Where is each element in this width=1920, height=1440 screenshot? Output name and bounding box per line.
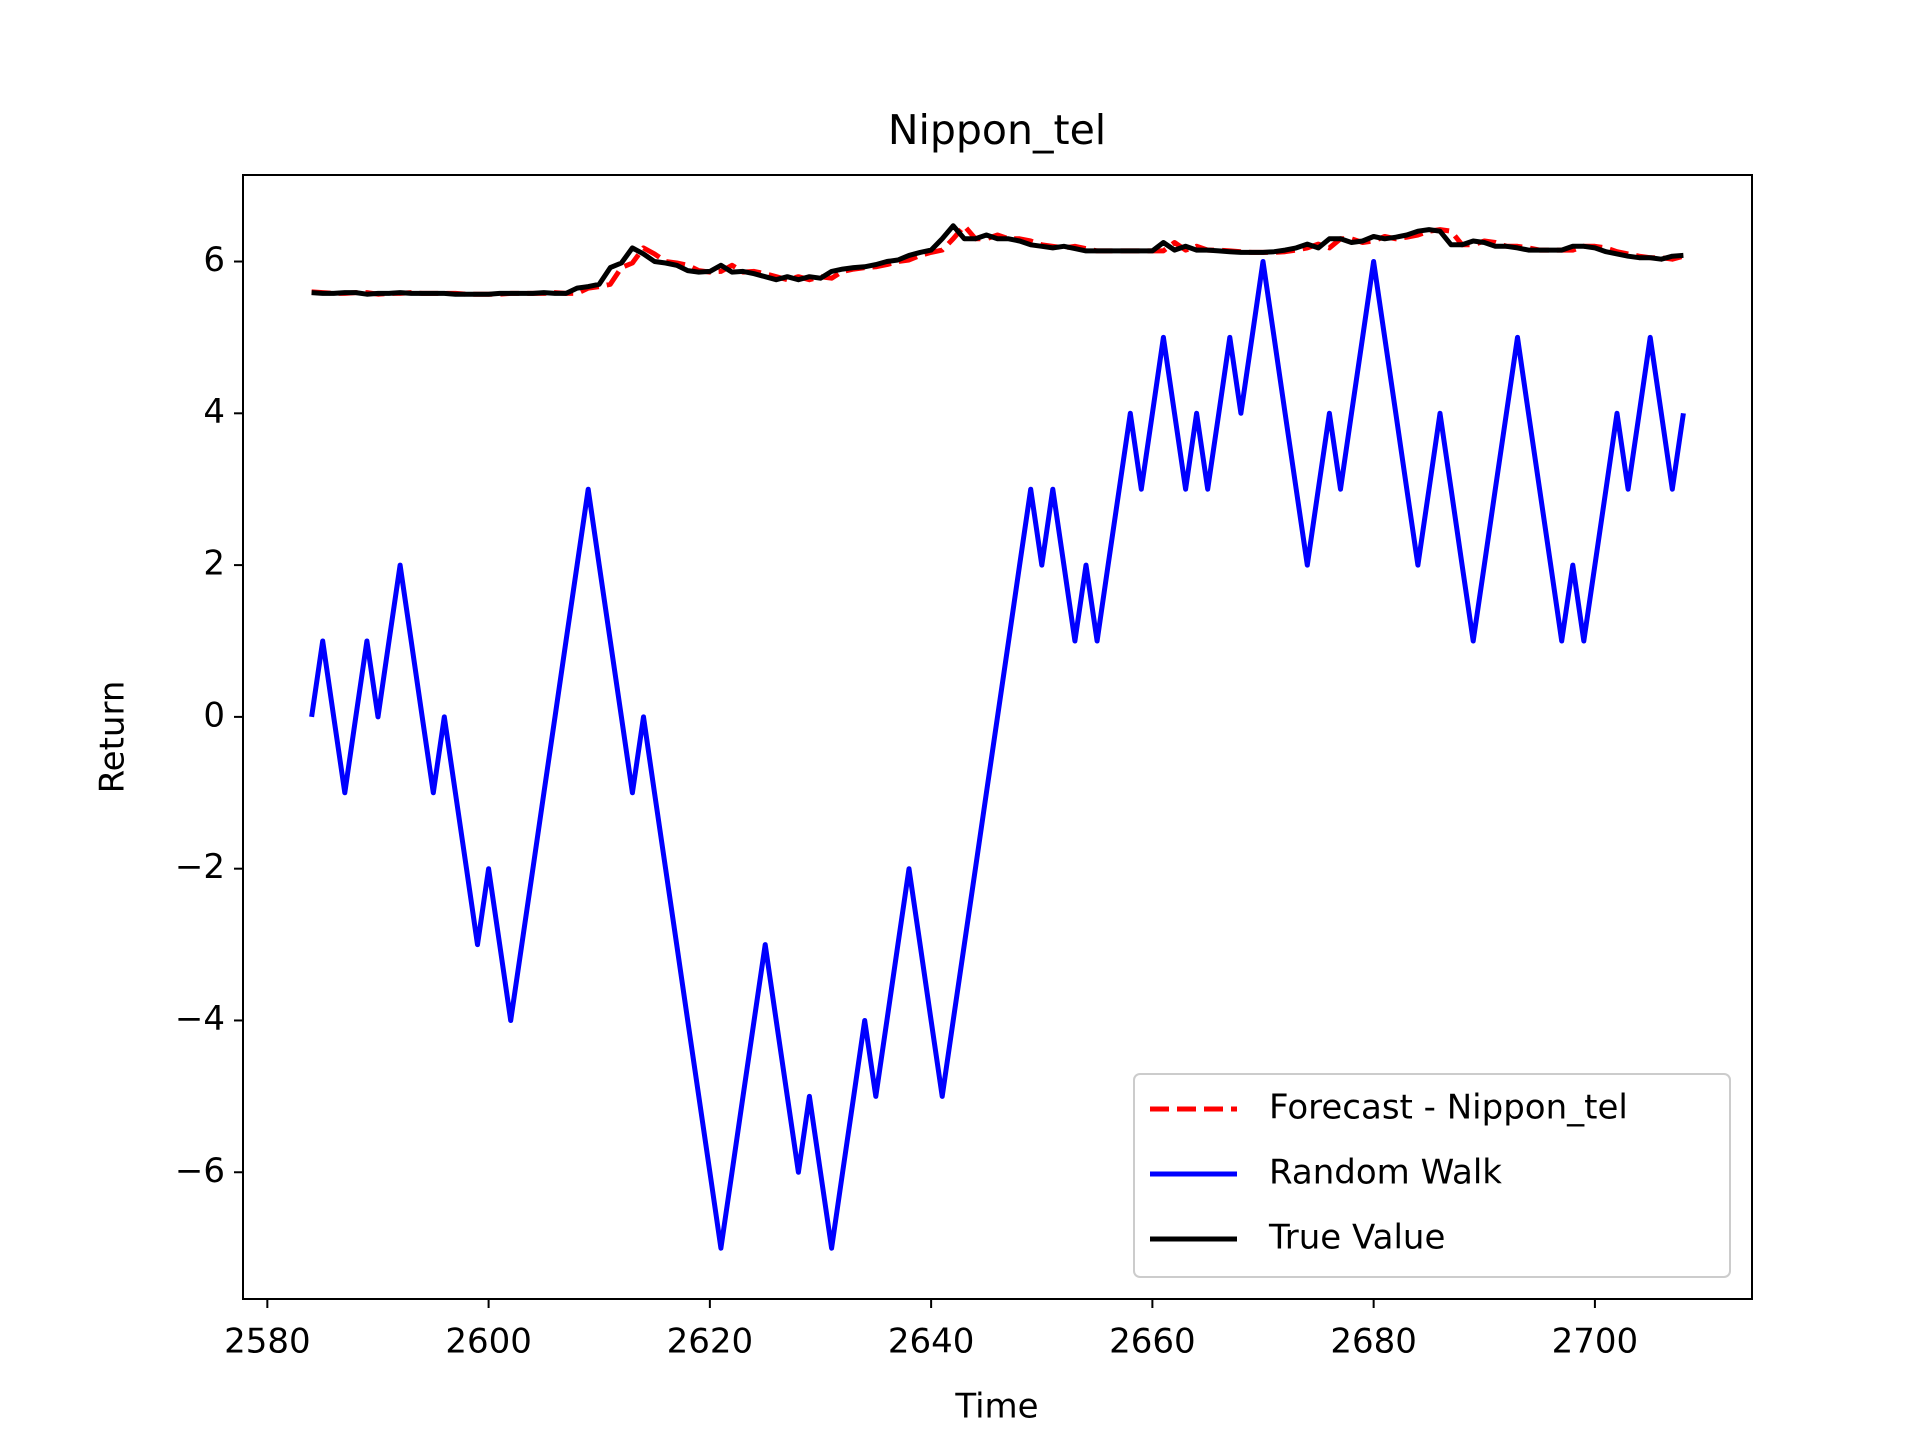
x-tick-label: 2600	[445, 1322, 532, 1362]
legend-box	[1133, 1073, 1731, 1278]
x-tick-label: 2620	[667, 1322, 754, 1362]
y-axis-label: Return	[93, 681, 133, 794]
legend: Forecast - Nippon_tel Random Walk True Val…	[1133, 1073, 1731, 1278]
series-line	[311, 223, 1684, 297]
y-tick-label: −6	[175, 1151, 225, 1191]
y-tick-label: 2	[203, 544, 225, 584]
y-tick-label: −4	[175, 999, 225, 1039]
x-tick-label: 2580	[224, 1322, 311, 1362]
x-tick-label: 2700	[1552, 1322, 1639, 1362]
y-tick-label: −2	[175, 847, 225, 887]
legend-label: Random Walk	[1269, 1153, 1502, 1193]
series-line	[309, 259, 1686, 1251]
x-tick-label: 2640	[888, 1322, 975, 1362]
legend-label: Forecast - Nippon_tel	[1269, 1088, 1628, 1128]
y-tick-label: 6	[203, 240, 225, 280]
x-tick-label: 2660	[1109, 1322, 1196, 1362]
x-tick-label: 2680	[1330, 1322, 1417, 1362]
y-tick-label: 4	[203, 392, 225, 432]
plot-frame	[242, 174, 1753, 1300]
y-tick-label: 0	[203, 695, 225, 735]
legend-label: True Value	[1268, 1218, 1445, 1258]
series-line	[311, 223, 1685, 297]
chart-title: Nippon_tel	[888, 106, 1106, 154]
x-axis-label: Time	[954, 1387, 1038, 1427]
